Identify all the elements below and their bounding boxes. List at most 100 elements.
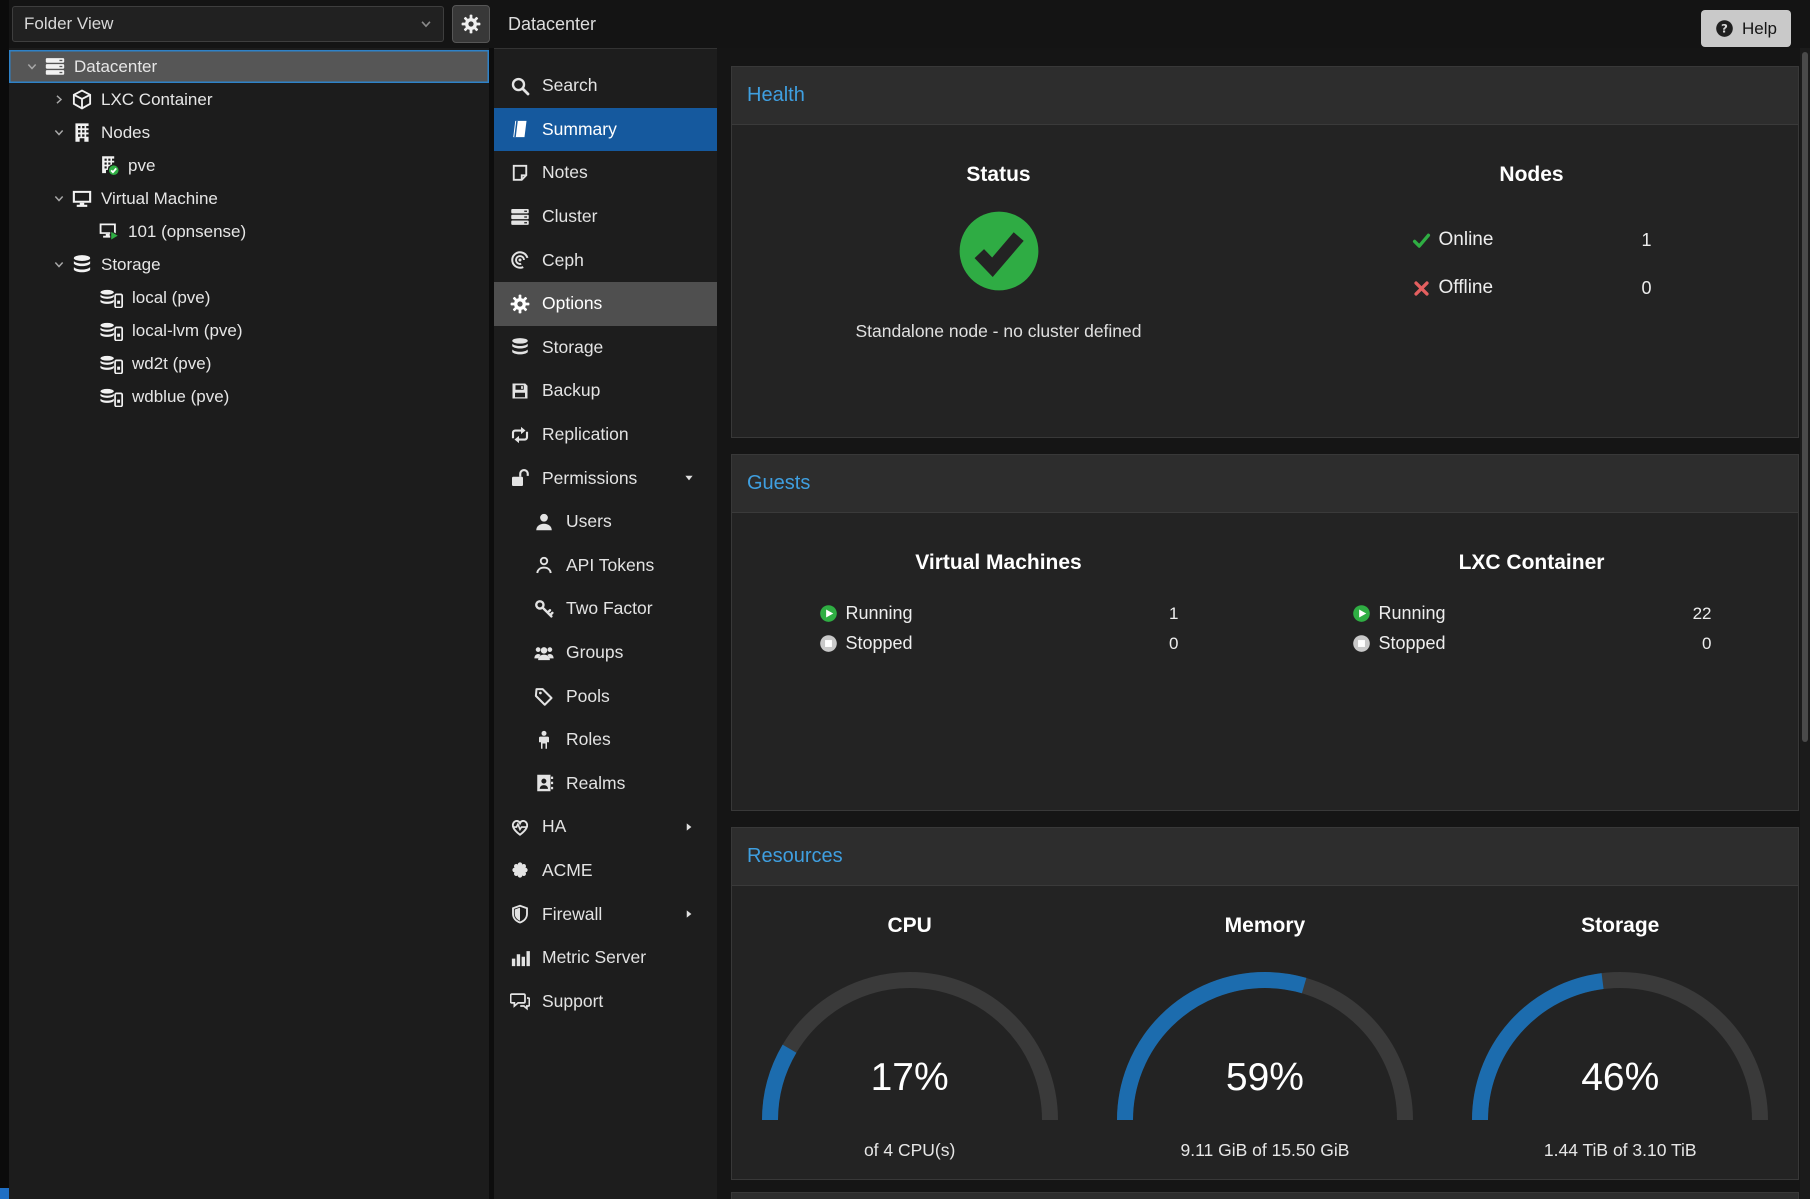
- menu-item-ha[interactable]: HA: [494, 805, 717, 849]
- person-icon: [534, 730, 554, 750]
- database-drive-icon: [96, 320, 126, 341]
- menu-item-backup[interactable]: Backup: [494, 369, 717, 413]
- resource-heading: Storage: [1581, 914, 1659, 938]
- chevron-down-icon: [77, 291, 95, 304]
- menu-item-label: Metric Server: [542, 947, 646, 968]
- tree-item-101-opnsense[interactable]: 101 (opnsense): [9, 215, 489, 248]
- node-status-label: Offline: [1439, 277, 1642, 299]
- node-status-label: Online: [1439, 229, 1642, 251]
- guests-panel-title: Guests: [732, 472, 810, 495]
- view-selector-dropdown[interactable]: Folder View: [12, 6, 444, 42]
- tree-settings-button[interactable]: [452, 5, 490, 43]
- menu-item-label: Two Factor: [566, 598, 653, 619]
- tree-item-datacenter[interactable]: Datacenter: [9, 50, 489, 83]
- menu-item-firewall[interactable]: Firewall: [494, 892, 717, 936]
- menu-item-ceph[interactable]: Ceph: [494, 238, 717, 282]
- guest-status-row-running: Running1: [819, 603, 1179, 624]
- guests-group-heading: LXC Container: [1459, 551, 1605, 575]
- resources-panel-body: CPU17%of 4 CPU(s)Memory59%9.11 GiB of 15…: [732, 886, 1798, 1179]
- tree-item-lxc-container[interactable]: LXC Container: [9, 83, 489, 116]
- resource-heading: Memory: [1225, 914, 1306, 938]
- nodes-heading: Nodes: [1499, 163, 1563, 187]
- tree-item-nodes[interactable]: Nodes: [9, 116, 489, 149]
- health-panel-body: Status Standalone node - no cluster defi…: [732, 125, 1798, 437]
- menu-item-label: Notes: [542, 162, 588, 183]
- chevron-down-icon[interactable]: [23, 60, 41, 73]
- building-icon: [69, 122, 95, 143]
- chevron-down-icon[interactable]: [50, 126, 68, 139]
- health-panel-title: Health: [732, 84, 805, 107]
- vertical-scrollbar[interactable]: [1800, 48, 1810, 1199]
- tree-item-label: local-lvm (pve): [132, 321, 243, 341]
- tree-item-label: Datacenter: [74, 57, 157, 77]
- resource-tree: Datacenter LXC ContainerNodespve Virtual M…: [9, 48, 489, 1199]
- badge-icon: [510, 860, 530, 880]
- node-status-row-offline: Offline0: [1412, 277, 1652, 299]
- menu-item-acme[interactable]: ACME: [494, 849, 717, 893]
- tree-item-virtual-machine[interactable]: Virtual Machine: [9, 182, 489, 215]
- heartbeat-icon: [510, 817, 530, 837]
- tree-item-wd2t-pve[interactable]: wd2t (pve): [9, 347, 489, 380]
- menu-item-permissions[interactable]: Permissions: [494, 456, 717, 500]
- menu-item-api-tokens[interactable]: API Tokens: [494, 544, 717, 588]
- node-status-row-online: Online1: [1412, 229, 1652, 251]
- database-drive-icon: [96, 287, 126, 308]
- guest-status-row-stopped: Stopped0: [819, 633, 1179, 654]
- menu-item-label: Roles: [566, 729, 611, 750]
- chevron-down-icon: [77, 390, 95, 403]
- node-status-value: 1: [1641, 230, 1651, 251]
- tree-item-storage[interactable]: Storage: [9, 248, 489, 281]
- menu-item-cluster[interactable]: Cluster: [494, 195, 717, 239]
- menu-item-notes[interactable]: Notes: [494, 151, 717, 195]
- guest-status-label: Stopped: [846, 633, 1170, 654]
- monitor-play-icon: [96, 221, 122, 242]
- resource-gauge-cpu: CPU17%of 4 CPU(s): [732, 886, 1087, 1179]
- users-icon: [534, 643, 554, 663]
- chevron-right-icon[interactable]: [50, 93, 68, 106]
- menu-item-pools[interactable]: Pools: [494, 674, 717, 718]
- database-icon: [69, 254, 95, 275]
- user-icon: [534, 512, 554, 532]
- help-button[interactable]: ? Help: [1701, 10, 1791, 47]
- menu-item-options[interactable]: Options: [494, 282, 717, 326]
- menu-item-two-factor[interactable]: Two Factor: [494, 587, 717, 631]
- scrollbar-thumb[interactable]: [1802, 52, 1808, 742]
- menu-item-search[interactable]: Search: [494, 64, 717, 108]
- chevron-down-icon: [77, 324, 95, 337]
- tree-item-label: local (pve): [132, 288, 210, 308]
- menu-item-replication[interactable]: Replication: [494, 413, 717, 457]
- menu-item-roles[interactable]: Roles: [494, 718, 717, 762]
- chevron-down-icon[interactable]: [50, 192, 68, 205]
- unlock-icon: [510, 468, 530, 488]
- menu-item-support[interactable]: Support: [494, 979, 717, 1023]
- guest-status-label: Running: [1379, 603, 1693, 624]
- guest-status-value: 22: [1693, 604, 1712, 624]
- resource-gauge-memory: Memory59%9.11 GiB of 15.50 GiB: [1087, 886, 1442, 1179]
- menu-item-realms[interactable]: Realms: [494, 762, 717, 806]
- monitor-icon: [69, 188, 95, 209]
- page-title: Datacenter: [508, 0, 596, 48]
- tree-item-local-pve[interactable]: local (pve): [9, 281, 489, 314]
- tree-item-wdblue-pve[interactable]: wdblue (pve): [9, 380, 489, 413]
- gauge-arc: 46%: [1470, 968, 1770, 1128]
- guests-panel-header: Guests: [732, 455, 1798, 513]
- replication-icon: [510, 425, 530, 445]
- menu-item-storage[interactable]: Storage: [494, 326, 717, 370]
- server-stack-icon: [42, 56, 68, 77]
- menu-item-summary[interactable]: Summary: [494, 108, 717, 152]
- menu-item-groups[interactable]: Groups: [494, 631, 717, 675]
- question-circle-icon: ?: [1715, 19, 1734, 38]
- server-stack-icon: [510, 207, 530, 227]
- tree-item-pve[interactable]: pve: [9, 149, 489, 182]
- tree-item-label: Virtual Machine: [101, 189, 218, 209]
- chevron-down-icon[interactable]: [50, 258, 68, 271]
- menu-item-label: ACME: [542, 860, 593, 881]
- tree-item-label: wdblue (pve): [132, 387, 229, 407]
- cross-icon: [1412, 279, 1431, 298]
- tree-item-local-lvm-pve[interactable]: local-lvm (pve): [9, 314, 489, 347]
- ceph-icon: [510, 250, 530, 270]
- menu-item-metric-server[interactable]: Metric Server: [494, 936, 717, 980]
- database-drive-icon: [96, 353, 126, 374]
- gear-icon: [510, 294, 530, 314]
- menu-item-users[interactable]: Users: [494, 500, 717, 544]
